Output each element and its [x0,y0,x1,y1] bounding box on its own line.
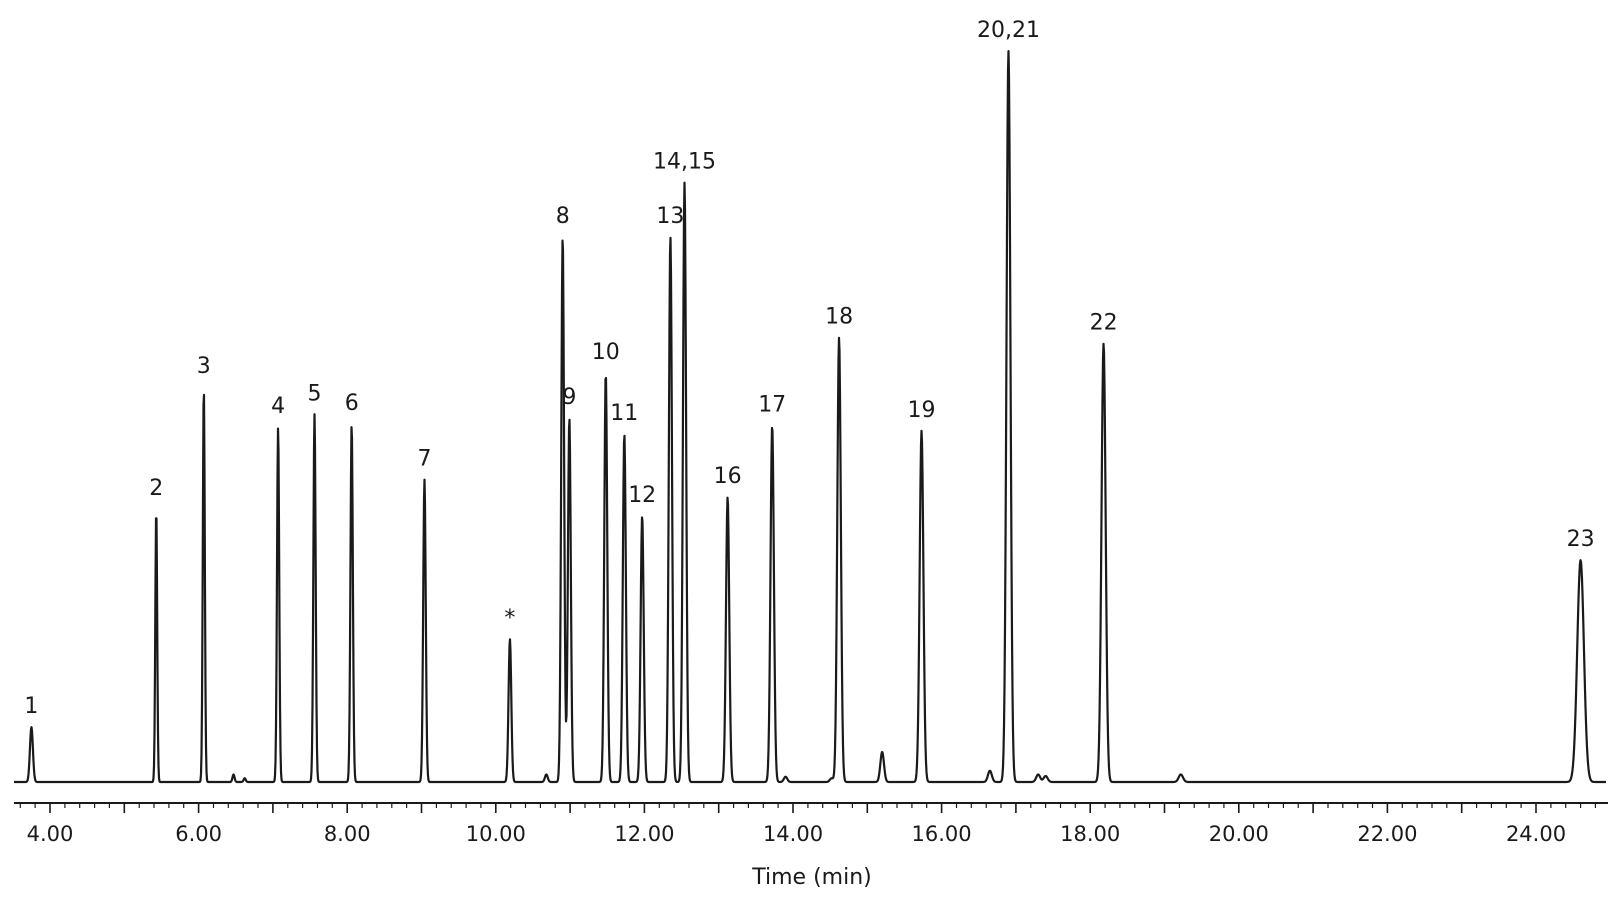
peak-label: 7 [418,447,432,472]
peak-label: 8 [556,204,570,229]
peak-label: 22 [1090,311,1118,336]
peak-label: 17 [758,393,786,418]
x-tick-label: 22.00 [1357,822,1417,846]
x-tick-label: 24.00 [1506,822,1566,846]
peak-label: 11 [610,401,638,426]
peak-label: 20,21 [977,18,1040,43]
peak-label: 13 [656,204,684,229]
x-tick-label: 6.00 [175,822,222,846]
peak-label: 23 [1567,527,1595,552]
chromatogram-trace [13,50,1607,784]
peak-label: 14,15 [653,150,716,175]
x-tick-label: 12.00 [614,822,674,846]
peak-label: 6 [345,391,359,416]
peak-label: 9 [562,385,576,410]
peak-label: 10 [592,340,620,365]
peak-label: 1 [24,694,38,719]
peak-label: * [504,606,515,631]
x-tick-label: 20.00 [1209,822,1269,846]
x-tick-label: 8.00 [324,822,371,846]
x-tick-label: 10.00 [466,822,526,846]
x-tick-label: 14.00 [763,822,823,846]
x-tick-label: 18.00 [1060,822,1120,846]
x-axis-title: Time (min) [751,865,872,890]
peak-label: 16 [714,464,742,489]
peak-label: 12 [628,483,656,508]
peak-label: 19 [908,398,936,423]
x-tick-label: 16.00 [912,822,972,846]
x-tick-label: 4.00 [27,822,74,846]
peak-label: 4 [271,394,285,419]
peak-label: 3 [197,354,211,379]
peak-label: 5 [308,381,322,406]
peak-label: 18 [825,305,853,330]
x-axis: 4.00 6.00 8.00 10.00 12.00 14.00 16.00 18.00 20.… [14,802,1608,846]
trace-layer [13,50,1607,784]
peak-label: 2 [149,476,163,501]
